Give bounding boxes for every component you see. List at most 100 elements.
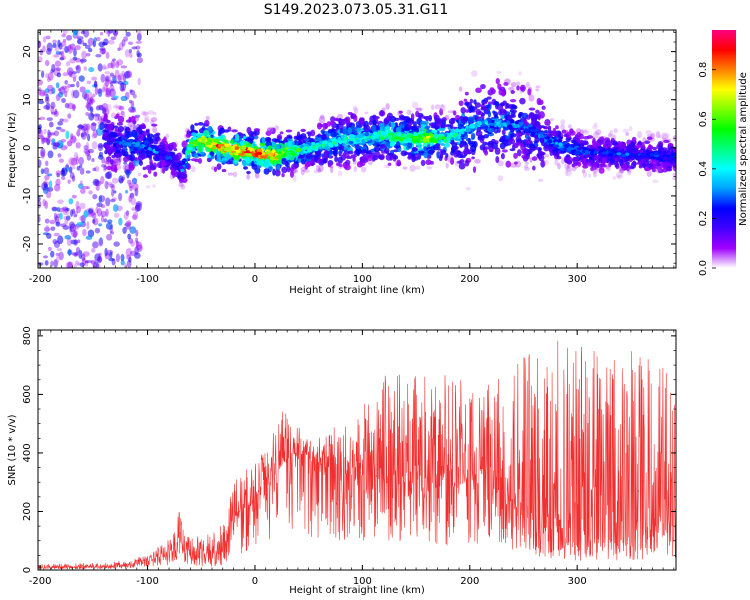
- heatmap-cell: [127, 122, 134, 128]
- heatmap-cell: [531, 156, 538, 161]
- heatmap-cell: [469, 98, 474, 104]
- heatmap-cell: [112, 58, 116, 62]
- colorbar-label: Normalized spectral amplitude: [738, 72, 749, 226]
- heatmap-cell: [439, 133, 445, 137]
- heatmap-cell: [97, 238, 104, 247]
- heatmap-cell: [246, 170, 251, 175]
- heatmap-cell: [186, 146, 192, 151]
- heatmap-cell: [372, 135, 377, 138]
- heatmap-cell: [561, 129, 567, 134]
- heatmap-cell: [51, 111, 56, 115]
- heatmap-cell: [117, 80, 124, 85]
- heatmap-cell: [277, 151, 283, 155]
- heatmap-cell: [600, 148, 606, 152]
- heatmap-cell: [138, 160, 143, 166]
- heatmap-cell: [607, 153, 613, 158]
- heatmap-cell: [110, 81, 114, 87]
- heatmap-cell: [459, 154, 466, 159]
- heatmap-cell: [592, 166, 599, 174]
- heatmap-cell: [135, 141, 141, 147]
- heatmap-cell: [625, 152, 630, 156]
- heatmap-cell: [627, 155, 632, 159]
- heatmap-cell: [112, 204, 119, 213]
- heatmap-cell: [544, 160, 550, 166]
- heatmap-cell: [76, 239, 81, 244]
- y-tick-label: -20: [22, 236, 33, 252]
- heatmap-cell: [123, 36, 129, 42]
- heatmap-cell: [135, 40, 142, 44]
- heatmap-cell: [99, 48, 107, 55]
- heatmap-cell: [113, 241, 120, 247]
- heatmap-cell: [73, 214, 78, 218]
- heatmap-cell: [99, 121, 105, 130]
- heatmap-cell: [328, 150, 333, 154]
- heatmap-cell: [253, 128, 261, 132]
- heatmap-cell: [270, 156, 275, 161]
- heatmap-cell: [51, 63, 56, 73]
- heatmap-cell: [510, 162, 517, 168]
- heatmap-cell: [84, 260, 89, 267]
- heatmap-cell: [652, 179, 659, 183]
- heatmap-cell: [356, 133, 363, 138]
- heatmap-cell: [135, 241, 143, 251]
- heatmap-cell: [505, 120, 511, 125]
- heatmap-cell: [126, 127, 130, 131]
- heatmap-cell: [76, 80, 80, 88]
- heatmap-cell: [496, 70, 502, 74]
- heatmap-cell: [530, 131, 535, 136]
- heatmap-cell: [477, 135, 483, 141]
- heatmap-cell: [87, 133, 91, 142]
- heatmap-cell: [638, 155, 644, 159]
- heatmap-cell: [62, 72, 69, 77]
- colorbar-tick-label: 0.8: [698, 62, 709, 78]
- heatmap-cell: [109, 88, 116, 98]
- heatmap-cell: [130, 197, 137, 206]
- heatmap-cell: [474, 123, 479, 126]
- heatmap-cell: [98, 195, 106, 203]
- heatmap-cell: [115, 143, 120, 148]
- heatmap-cell: [148, 154, 153, 161]
- heatmap-cell: [112, 105, 119, 109]
- heatmap-cell: [433, 139, 439, 144]
- heatmap-cell: [518, 71, 522, 76]
- heatmap-cell: [402, 166, 408, 170]
- heatmap-cell: [87, 37, 95, 46]
- heatmap-cell: [470, 132, 476, 140]
- heatmap-cell: [447, 155, 454, 164]
- heatmap-cell: [86, 98, 93, 105]
- heatmap-cell: [38, 40, 41, 49]
- heatmap-cell: [497, 160, 504, 167]
- heatmap-cell: [92, 167, 97, 172]
- heatmap-cell: [455, 114, 461, 121]
- heatmap-cell: [46, 76, 51, 83]
- heatmap-cell: [69, 58, 76, 64]
- heatmap-cell: [463, 147, 470, 155]
- heatmap-cell: [363, 124, 371, 133]
- heatmap-cell: [97, 63, 103, 72]
- heatmap-cell: [318, 115, 326, 124]
- heatmap-cell: [390, 121, 396, 129]
- heatmap-cell: [42, 45, 46, 53]
- heatmap-cell: [299, 144, 304, 148]
- heatmap-cell: [48, 180, 53, 189]
- heatmap-cell: [46, 138, 51, 146]
- heatmap-cell: [247, 135, 255, 141]
- heatmap-cell: [105, 103, 112, 107]
- heatmap-cell: [71, 175, 76, 182]
- heatmap-cell: [70, 209, 74, 217]
- heatmap-cell: [424, 125, 431, 129]
- heatmap-cell: [126, 254, 132, 260]
- heatmap-cell: [179, 172, 186, 180]
- heatmap-cell: [134, 252, 141, 259]
- heatmap-cell: [283, 142, 289, 149]
- heatmap-cell: [141, 110, 147, 117]
- heatmap-cell: [616, 152, 622, 156]
- heatmap-cell: [543, 130, 549, 134]
- heatmap-cell: [513, 152, 518, 159]
- heatmap-cell: [75, 65, 80, 70]
- heatmap-cell: [285, 129, 293, 133]
- heatmap-cell: [344, 116, 351, 124]
- heatmap-cell: [199, 151, 205, 155]
- heatmap-cell: [113, 212, 120, 218]
- heatmap-cell: [115, 253, 121, 263]
